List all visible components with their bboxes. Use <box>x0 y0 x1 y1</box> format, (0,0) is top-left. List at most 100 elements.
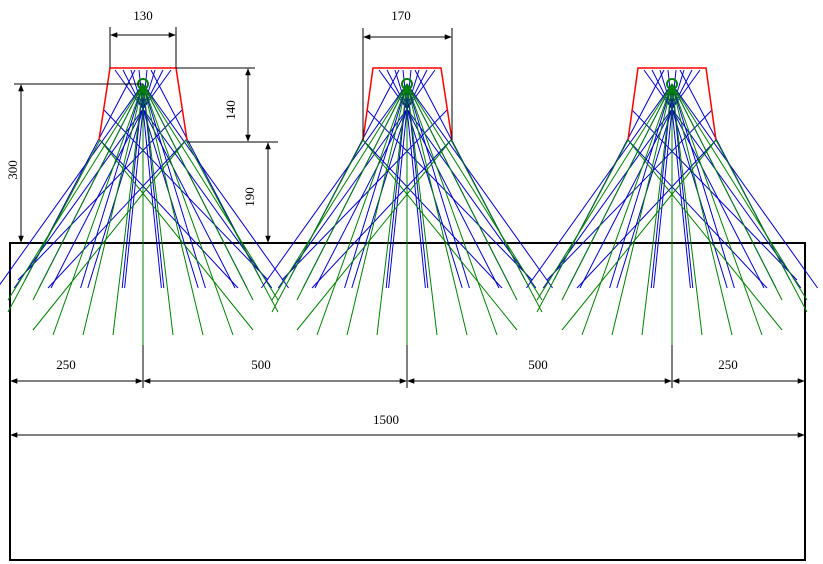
label-spacing-left: 250 <box>56 357 76 372</box>
ray-green <box>581 83 673 336</box>
ray-blue <box>142 83 290 289</box>
reflector-3 <box>627 67 717 141</box>
ray-green <box>671 83 733 336</box>
label-height-total: 300 <box>5 160 20 180</box>
ray-green <box>346 83 408 336</box>
ray-blue <box>406 83 554 289</box>
ray-green <box>7 139 101 313</box>
ray-blue <box>50 69 164 289</box>
ray-green <box>671 83 763 336</box>
ray-blue <box>47 139 187 289</box>
ray-blue <box>525 83 673 289</box>
ray-green <box>376 83 408 336</box>
ray-green <box>450 139 543 313</box>
ray-green <box>99 139 254 331</box>
label-height-gap: 190 <box>242 187 257 207</box>
ray-blue <box>103 109 269 281</box>
reflector-1 <box>98 67 188 141</box>
ray-green <box>32 139 187 331</box>
ray-green <box>406 83 438 336</box>
ray-blue <box>394 69 463 289</box>
lamp-source-3 <box>666 78 678 90</box>
ray-blue <box>579 69 693 289</box>
ray-blue <box>385 83 408 289</box>
ray-green <box>142 83 204 336</box>
ray-blue <box>130 69 199 289</box>
ray-green <box>185 139 279 313</box>
lamp-source-2 <box>401 78 413 90</box>
dimension-width-small <box>109 27 177 68</box>
ray-blue <box>609 83 673 289</box>
ray-green <box>671 83 808 301</box>
luminaire-3-rays <box>525 69 819 345</box>
ray-blue <box>362 139 503 289</box>
ray-blue <box>142 83 165 289</box>
ray-blue <box>121 83 144 289</box>
dimension-height-total <box>14 83 143 243</box>
ray-green <box>536 83 673 301</box>
ray-blue <box>142 83 206 289</box>
luminaire-1-rays <box>0 69 290 345</box>
label-spacing-right: 250 <box>718 357 738 372</box>
label-spacing-mid1: 500 <box>251 357 271 372</box>
ray-green <box>142 83 279 301</box>
label-width-small: 130 <box>133 8 153 23</box>
label-height-reflector: 140 <box>223 100 238 120</box>
ray-blue <box>80 83 144 289</box>
ray-green <box>627 139 783 331</box>
ray-green <box>52 83 144 336</box>
ray-blue <box>671 83 819 289</box>
ray-green <box>406 83 543 301</box>
ray-blue <box>17 109 183 281</box>
ray-green <box>561 83 673 301</box>
label-width-large: 170 <box>391 8 411 23</box>
ray-blue <box>406 83 429 289</box>
ray-green <box>82 83 144 336</box>
ray-blue <box>122 69 236 289</box>
ray-blue <box>311 139 452 289</box>
ray-green <box>316 83 408 336</box>
label-total-width: 1500 <box>373 412 399 427</box>
ray-green <box>671 83 783 301</box>
ray-blue <box>671 83 735 289</box>
ray-blue <box>576 139 717 289</box>
ray-blue <box>651 69 765 289</box>
ray-green <box>142 83 254 301</box>
ray-green <box>406 83 518 301</box>
ray-green <box>536 139 629 313</box>
reflector-2 <box>362 67 453 141</box>
ray-green <box>406 83 468 336</box>
ray-blue <box>627 139 768 289</box>
ray-blue <box>406 83 470 289</box>
ray-green <box>715 139 808 313</box>
ray-blue <box>344 83 408 289</box>
ray-green <box>406 83 498 336</box>
ray-green <box>641 83 673 336</box>
ray-green <box>271 139 364 313</box>
ray-green <box>561 139 717 331</box>
ray-green <box>142 83 174 336</box>
ray-green <box>112 83 144 336</box>
ray-green <box>611 83 673 336</box>
ray-green <box>32 83 144 301</box>
ray-green <box>271 83 408 301</box>
ray-blue <box>659 69 728 289</box>
ray-green <box>671 83 703 336</box>
ray-green <box>296 139 452 331</box>
ray-green <box>296 83 408 301</box>
dimension-height-reflector <box>176 67 278 143</box>
ray-blue <box>0 83 144 286</box>
ray-green <box>7 83 144 301</box>
ray-blue <box>671 83 694 289</box>
spacing-extension-lines <box>142 345 673 388</box>
ray-blue <box>260 83 408 289</box>
dimension-spacing <box>10 378 805 438</box>
ray-green <box>142 83 234 336</box>
dimension-width-large <box>362 28 453 140</box>
ray-blue <box>314 69 428 289</box>
label-spacing-mid2: 500 <box>528 357 548 372</box>
ray-blue <box>99 139 239 289</box>
ray-blue <box>386 69 500 289</box>
luminaire-2-rays <box>260 69 554 345</box>
